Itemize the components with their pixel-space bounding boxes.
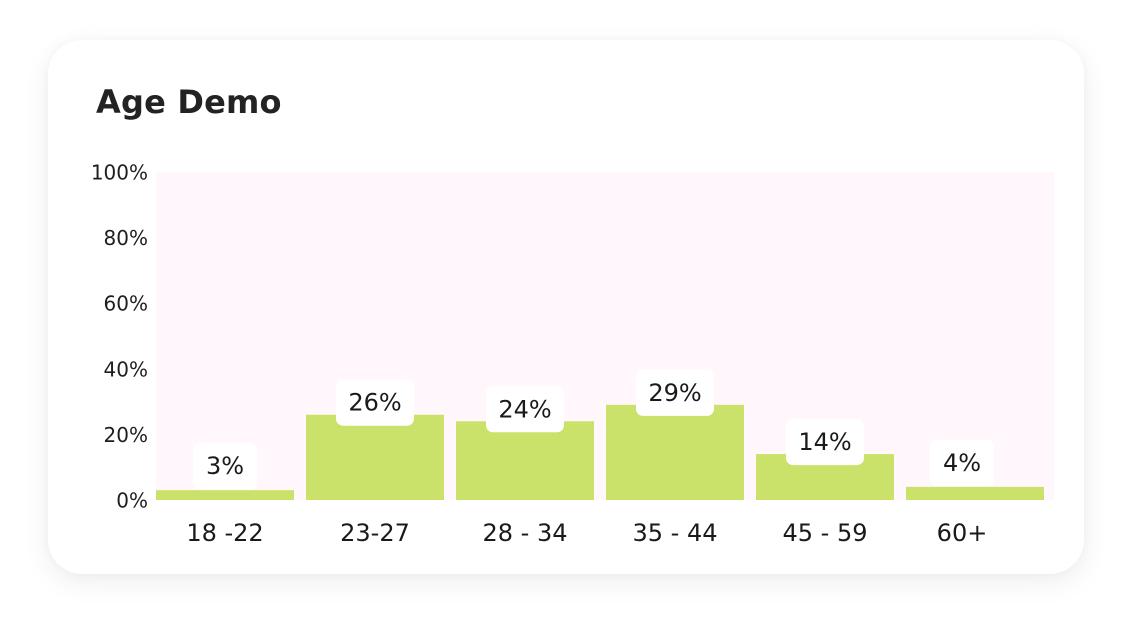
x-tick-label: 28 - 34	[483, 519, 568, 547]
value-label-box	[486, 386, 564, 433]
value-label: 14%	[798, 428, 851, 456]
y-tick-label: 20%	[104, 423, 148, 447]
value-label-box	[786, 419, 864, 466]
x-tick-label: 23-27	[340, 519, 410, 547]
x-axis: 18 -22 23-27 28 - 34 35 - 44 45 - 59 60+	[186, 519, 987, 547]
card-title: Age Demo	[96, 83, 282, 121]
bar	[456, 421, 594, 500]
y-tick-label: 80%	[104, 226, 148, 250]
x-tick-label: 45 - 59	[783, 519, 868, 547]
y-tick-label: 60%	[104, 292, 148, 316]
value-label: 3%	[206, 452, 244, 480]
value-label-box	[636, 369, 714, 416]
x-tick-label: 35 - 44	[633, 519, 718, 547]
value-label-box	[193, 443, 257, 490]
value-label: 29%	[648, 379, 701, 407]
x-tick-label: 60+	[937, 519, 988, 547]
value-label: 24%	[498, 395, 551, 423]
y-tick-label: 0%	[116, 489, 148, 513]
bar	[156, 490, 294, 500]
value-label-box	[930, 439, 994, 486]
y-tick-label: 100%	[91, 161, 148, 185]
y-tick-label: 40%	[104, 357, 148, 381]
bar	[606, 404, 744, 500]
bar	[906, 486, 1044, 500]
y-axis: 0% 20% 40% 60% 80% 100%	[91, 161, 148, 513]
value-label: 26%	[348, 389, 401, 417]
x-tick-label: 18 -22	[186, 519, 263, 547]
value-labels: 3% 26% 24% 29% 14% 4%	[193, 369, 994, 490]
plot-area	[156, 172, 1054, 500]
value-label: 4%	[943, 449, 981, 477]
bar	[306, 414, 444, 500]
value-label-box	[336, 379, 414, 426]
